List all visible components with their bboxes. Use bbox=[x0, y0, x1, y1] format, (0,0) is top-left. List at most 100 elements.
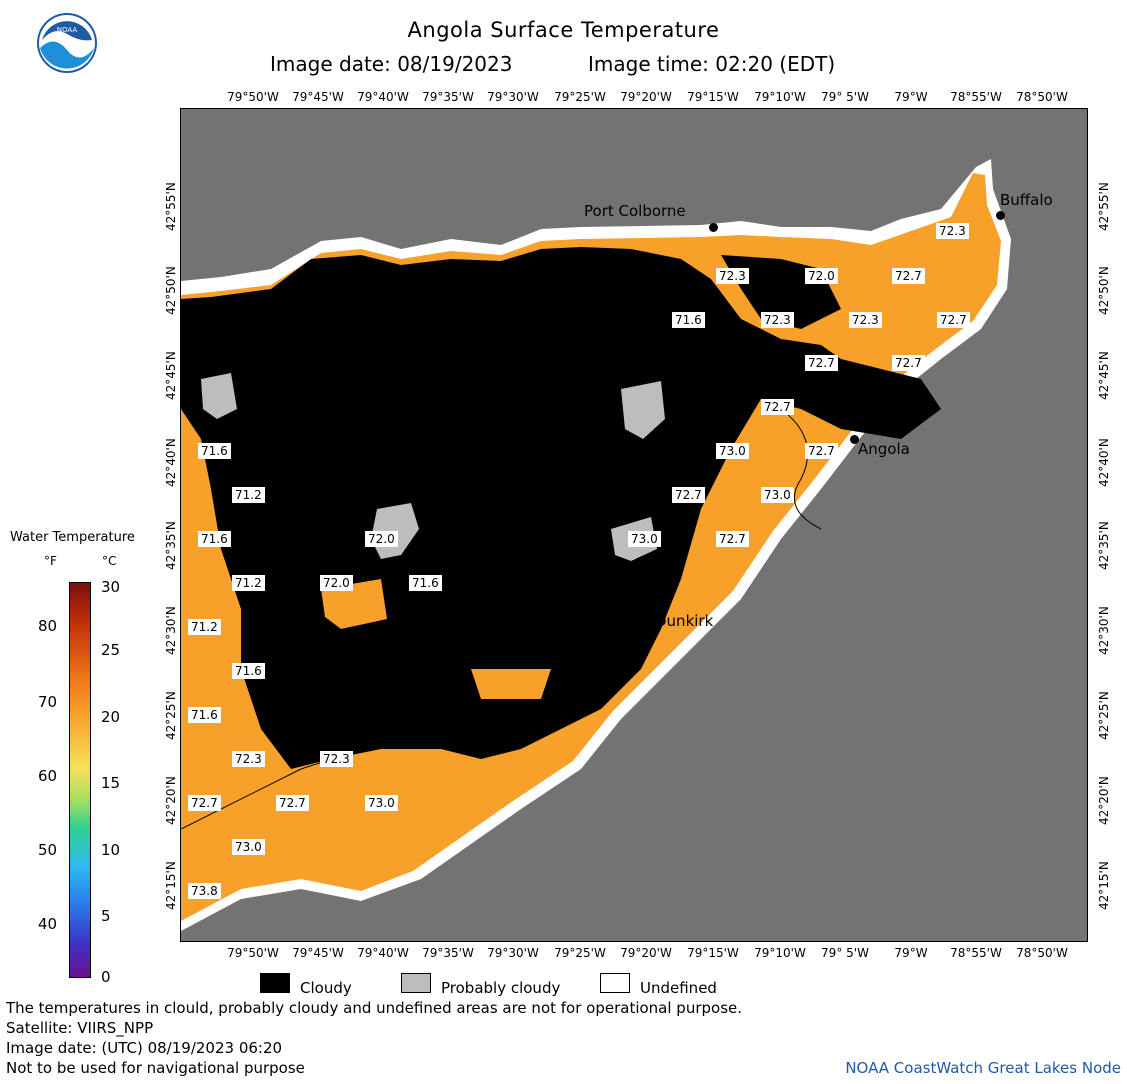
colorbar-f-tick: 60 bbox=[38, 767, 58, 785]
image-time: Image time: 02:20 (EDT) bbox=[588, 52, 836, 76]
lat-tick-label: 42°55'N bbox=[164, 182, 178, 231]
legend-probably-cloudy-swatch bbox=[401, 973, 431, 993]
warm-patch-2 bbox=[471, 669, 551, 699]
legend-undefined-label: Undefined bbox=[640, 979, 717, 997]
lon-tick-label: 79°40'W bbox=[357, 90, 409, 104]
temp-label: 71.2 bbox=[188, 619, 221, 635]
lat-tick-label: 42°15'N bbox=[1097, 861, 1111, 910]
temp-label: 72.0 bbox=[365, 531, 398, 547]
temp-label: 72.7 bbox=[276, 795, 309, 811]
dunkirk-dot bbox=[646, 606, 655, 615]
lon-tick-label: 79°10'W bbox=[754, 90, 806, 104]
lat-tick-label: 42°20'N bbox=[164, 776, 178, 825]
cloud-mask bbox=[181, 247, 941, 769]
contour-line-2 bbox=[780, 408, 822, 530]
lat-tick-label: 42°40'N bbox=[1097, 438, 1111, 487]
lon-tick-label: 79°10'W bbox=[754, 946, 806, 960]
temp-label: 71.6 bbox=[188, 707, 221, 723]
lon-tick-label: 79°40'W bbox=[357, 946, 409, 960]
colorbar-c-tick: 10 bbox=[101, 841, 121, 859]
temp-label: 72.7 bbox=[188, 795, 221, 811]
noaa-logo: NOAA bbox=[36, 12, 98, 74]
port-colborne-dot bbox=[709, 223, 718, 232]
colorbar bbox=[69, 582, 91, 978]
colorbar-c-tick: 20 bbox=[101, 708, 121, 726]
lon-tick-label: 79°30'W bbox=[487, 946, 539, 960]
lon-tick-label: 79°25'W bbox=[554, 946, 606, 960]
temp-label: 73.0 bbox=[716, 443, 749, 459]
lon-tick-label: 79°W bbox=[894, 90, 928, 104]
colorbar-f-tick: 70 bbox=[38, 693, 58, 711]
lat-tick-label: 42°35'N bbox=[164, 521, 178, 570]
temp-label: 72.7 bbox=[937, 312, 970, 328]
temp-label: 71.2 bbox=[232, 487, 265, 503]
port-colborne-label: Port Colborne bbox=[584, 202, 686, 220]
temp-label: 72.0 bbox=[320, 575, 353, 591]
lat-tick-label: 42°45'N bbox=[164, 351, 178, 400]
lon-tick-label: 79°W bbox=[894, 946, 928, 960]
image-date: Image date: 08/19/2023 bbox=[270, 52, 513, 76]
colorbar-c-tick: 25 bbox=[101, 641, 121, 659]
lon-tick-label: 79°25'W bbox=[554, 90, 606, 104]
temp-label: 72.3 bbox=[716, 268, 749, 284]
dunkirk-label: Dunkirk bbox=[655, 612, 714, 630]
lon-tick-label: 79°30'W bbox=[487, 90, 539, 104]
colorbar-c-tick: 0 bbox=[101, 968, 111, 986]
colorbar-title: Water Temperature bbox=[10, 530, 135, 545]
lon-tick-label: 79°45'W bbox=[292, 946, 344, 960]
lon-tick-label: 79°35'W bbox=[422, 90, 474, 104]
contour-line bbox=[181, 740, 402, 830]
lon-tick-label: 78°55'W bbox=[950, 946, 1002, 960]
lon-tick-label: 79° 5'W bbox=[821, 946, 869, 960]
temp-label: 72.3 bbox=[936, 223, 969, 239]
temp-label: 72.7 bbox=[672, 487, 705, 503]
temp-label: 72.7 bbox=[716, 531, 749, 547]
lat-tick-label: 42°25'N bbox=[1097, 691, 1111, 740]
legend-cloudy-swatch bbox=[260, 973, 290, 993]
lat-tick-label: 42°45'N bbox=[1097, 351, 1111, 400]
lon-tick-label: 78°55'W bbox=[950, 90, 1002, 104]
nav-warning: Not to be used for navigational purpose bbox=[6, 1059, 305, 1077]
map-frame: Port Colborne Buffalo Angola Dunkirk 72.… bbox=[180, 108, 1088, 942]
temp-label: 72.3 bbox=[320, 751, 353, 767]
colorbar-f-tick: 40 bbox=[38, 915, 58, 933]
temp-label: 73.0 bbox=[365, 795, 398, 811]
angola-label: Angola bbox=[858, 440, 910, 458]
temp-label: 73.0 bbox=[761, 487, 794, 503]
lon-tick-label: 79°50'W bbox=[227, 90, 279, 104]
lat-tick-label: 42°40'N bbox=[164, 438, 178, 487]
colorbar-c-tick: 30 bbox=[101, 578, 121, 596]
credit: NOAA CoastWatch Great Lakes Node bbox=[845, 1059, 1121, 1077]
lat-tick-label: 42°15'N bbox=[164, 861, 178, 910]
temp-label: 71.6 bbox=[409, 575, 442, 591]
temp-label: 72.7 bbox=[892, 355, 925, 371]
lon-tick-label: 78°50'W bbox=[1016, 946, 1068, 960]
lon-tick-label: 78°50'W bbox=[1016, 90, 1068, 104]
temp-label: 71.6 bbox=[232, 663, 265, 679]
lat-tick-label: 42°50'N bbox=[164, 266, 178, 315]
temp-label: 72.3 bbox=[232, 751, 265, 767]
colorbar-f-tick: 50 bbox=[38, 841, 58, 859]
probably-cloudy-4 bbox=[201, 373, 237, 419]
temp-label: 71.2 bbox=[232, 575, 265, 591]
temp-label: 73.8 bbox=[188, 883, 221, 899]
temp-label: 71.6 bbox=[672, 312, 705, 328]
temp-label: 73.0 bbox=[232, 839, 265, 855]
lat-tick-label: 42°30'N bbox=[164, 606, 178, 655]
angola-dot bbox=[850, 435, 859, 444]
lat-tick-label: 42°55'N bbox=[1097, 182, 1111, 231]
probably-cloudy-3 bbox=[621, 381, 665, 439]
svg-text:NOAA: NOAA bbox=[57, 26, 78, 34]
lon-tick-label: 79°15'W bbox=[687, 90, 739, 104]
temp-label: 72.7 bbox=[805, 443, 838, 459]
colorbar-unit-c: °C bbox=[102, 554, 117, 568]
legend-undefined-swatch bbox=[600, 973, 630, 993]
lon-tick-label: 79°45'W bbox=[292, 90, 344, 104]
lon-tick-label: 79°20'W bbox=[620, 90, 672, 104]
colorbar-unit-f: °F bbox=[44, 554, 57, 568]
utc-date: Image date: (UTC) 08/19/2023 06:20 bbox=[6, 1039, 283, 1057]
satellite-label: Satellite: VIIRS_NPP bbox=[6, 1019, 154, 1037]
colorbar-c-tick: 15 bbox=[101, 774, 121, 792]
temp-label: 72.3 bbox=[761, 312, 794, 328]
lat-tick-label: 42°35'N bbox=[1097, 521, 1111, 570]
